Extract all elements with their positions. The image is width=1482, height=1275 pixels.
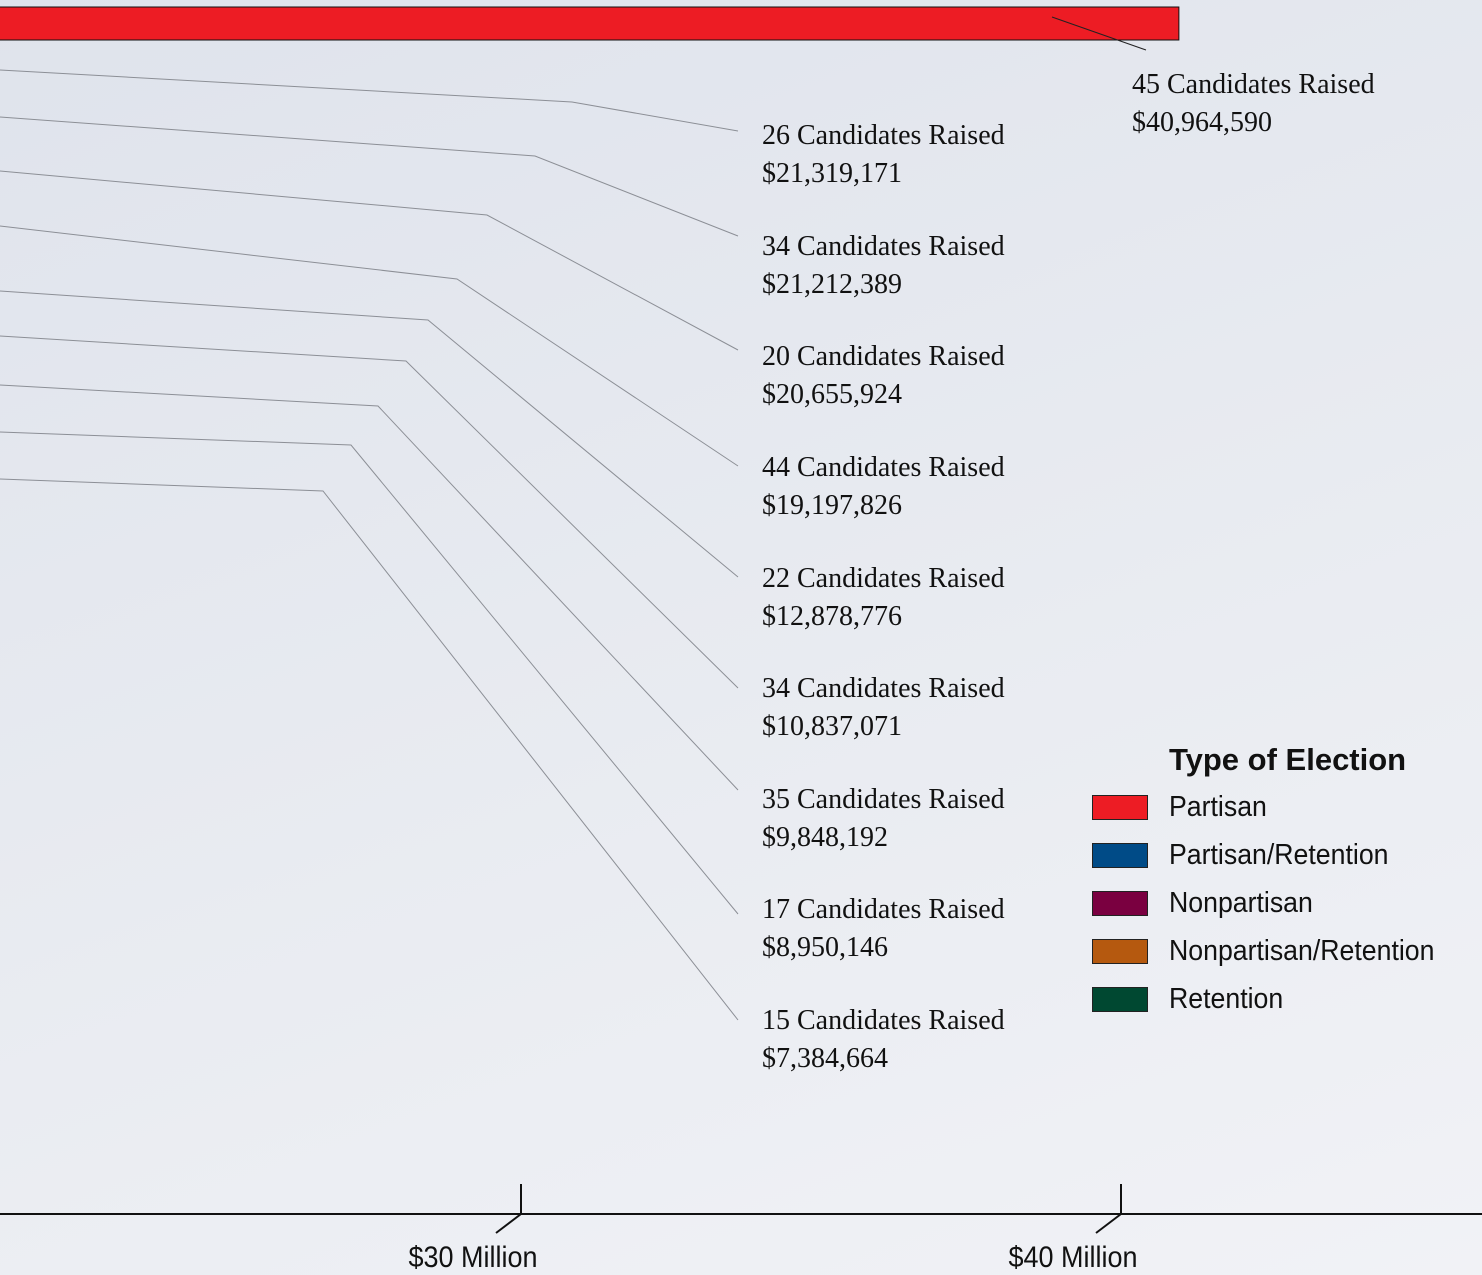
data-labels-layer: 45 Candidates Raised $40,964,590 26 Candid… — [762, 69, 1375, 1074]
legend-item-partisan-retention: Partisan/Retention — [1092, 838, 1408, 871]
x-axis: $30 Million $40 Million — [0, 1184, 1482, 1274]
legend-swatch-retention — [1092, 986, 1148, 1012]
legend-label-nonpartisan: Nonpartisan — [1169, 886, 1313, 919]
leader-line — [0, 225, 739, 467]
x-tick-hook — [495, 1213, 522, 1234]
legend-item-partisan: Partisan — [1092, 790, 1275, 823]
bars-layer — [0, 6, 1180, 41]
data-label-amount: $21,212,389 — [762, 269, 902, 300]
legend-item-retention: Retention — [1092, 982, 1293, 1015]
data-label-amount: $7,384,664 — [762, 1043, 888, 1074]
data-label-amount: $10,837,071 — [762, 711, 902, 742]
legend-label-partisan-retention: Partisan/Retention — [1169, 838, 1389, 871]
data-label-candidates: 20 Candidates Raised — [762, 341, 1005, 372]
data-label-amount: $19,197,826 — [762, 490, 902, 521]
data-label-candidates: 15 Candidates Raised — [762, 1005, 1005, 1036]
data-label-candidates: 34 Candidates Raised — [762, 673, 1005, 704]
leader-line — [0, 335, 739, 689]
data-label-candidates: 45 Candidates Raised — [1132, 69, 1375, 100]
data-label-candidates: 26 Candidates Raised — [762, 120, 1005, 151]
data-label-amount: $20,655,924 — [762, 379, 902, 410]
leader-line-partisan — [1051, 16, 1147, 51]
leader-lines-layer — [0, 16, 1147, 1021]
legend-label-partisan: Partisan — [1169, 790, 1267, 823]
x-tick-label: $30 Million — [409, 1241, 538, 1275]
data-label-candidates: 35 Candidates Raised — [762, 784, 1005, 815]
data-label-candidates: 17 Candidates Raised — [762, 894, 1005, 925]
legend-label-retention: Retention — [1169, 982, 1284, 1015]
leader-line — [0, 290, 739, 578]
legend-swatch-partisan-retention — [1092, 842, 1148, 868]
x-tick-hook — [1095, 1213, 1122, 1234]
data-label-amount: $21,319,171 — [762, 158, 902, 189]
leader-line — [0, 384, 739, 791]
legend-label-nonpartisan-retention: Nonpartisan/Retention — [1169, 934, 1435, 967]
leader-line — [0, 116, 739, 237]
legend-swatch-nonpartisan — [1092, 890, 1148, 916]
data-label-amount: $8,950,146 — [762, 932, 888, 963]
legend-swatch-partisan — [1092, 794, 1148, 820]
leader-line — [0, 431, 739, 915]
data-label-candidates: 22 Candidates Raised — [762, 563, 1005, 594]
data-label-candidates: 34 Candidates Raised — [762, 231, 1005, 262]
leader-line — [0, 170, 739, 351]
leader-line — [0, 478, 739, 1021]
bar-partisan — [0, 6, 1180, 41]
data-label-amount: $9,848,192 — [762, 822, 888, 853]
legend-item-nonpartisan-retention: Nonpartisan/Retention — [1092, 934, 1458, 967]
data-label-amount: $12,878,776 — [762, 601, 902, 632]
data-label-candidates: 44 Candidates Raised — [762, 452, 1005, 483]
data-label-amount: $40,964,590 — [1132, 107, 1272, 138]
legend-swatch-nonpartisan-retention — [1092, 938, 1148, 964]
x-tick-label: $40 Million — [1009, 1241, 1138, 1275]
leader-line — [0, 69, 739, 132]
legend-item-nonpartisan: Nonpartisan — [1092, 886, 1325, 919]
legend-title: Type of Election — [1169, 742, 1407, 777]
